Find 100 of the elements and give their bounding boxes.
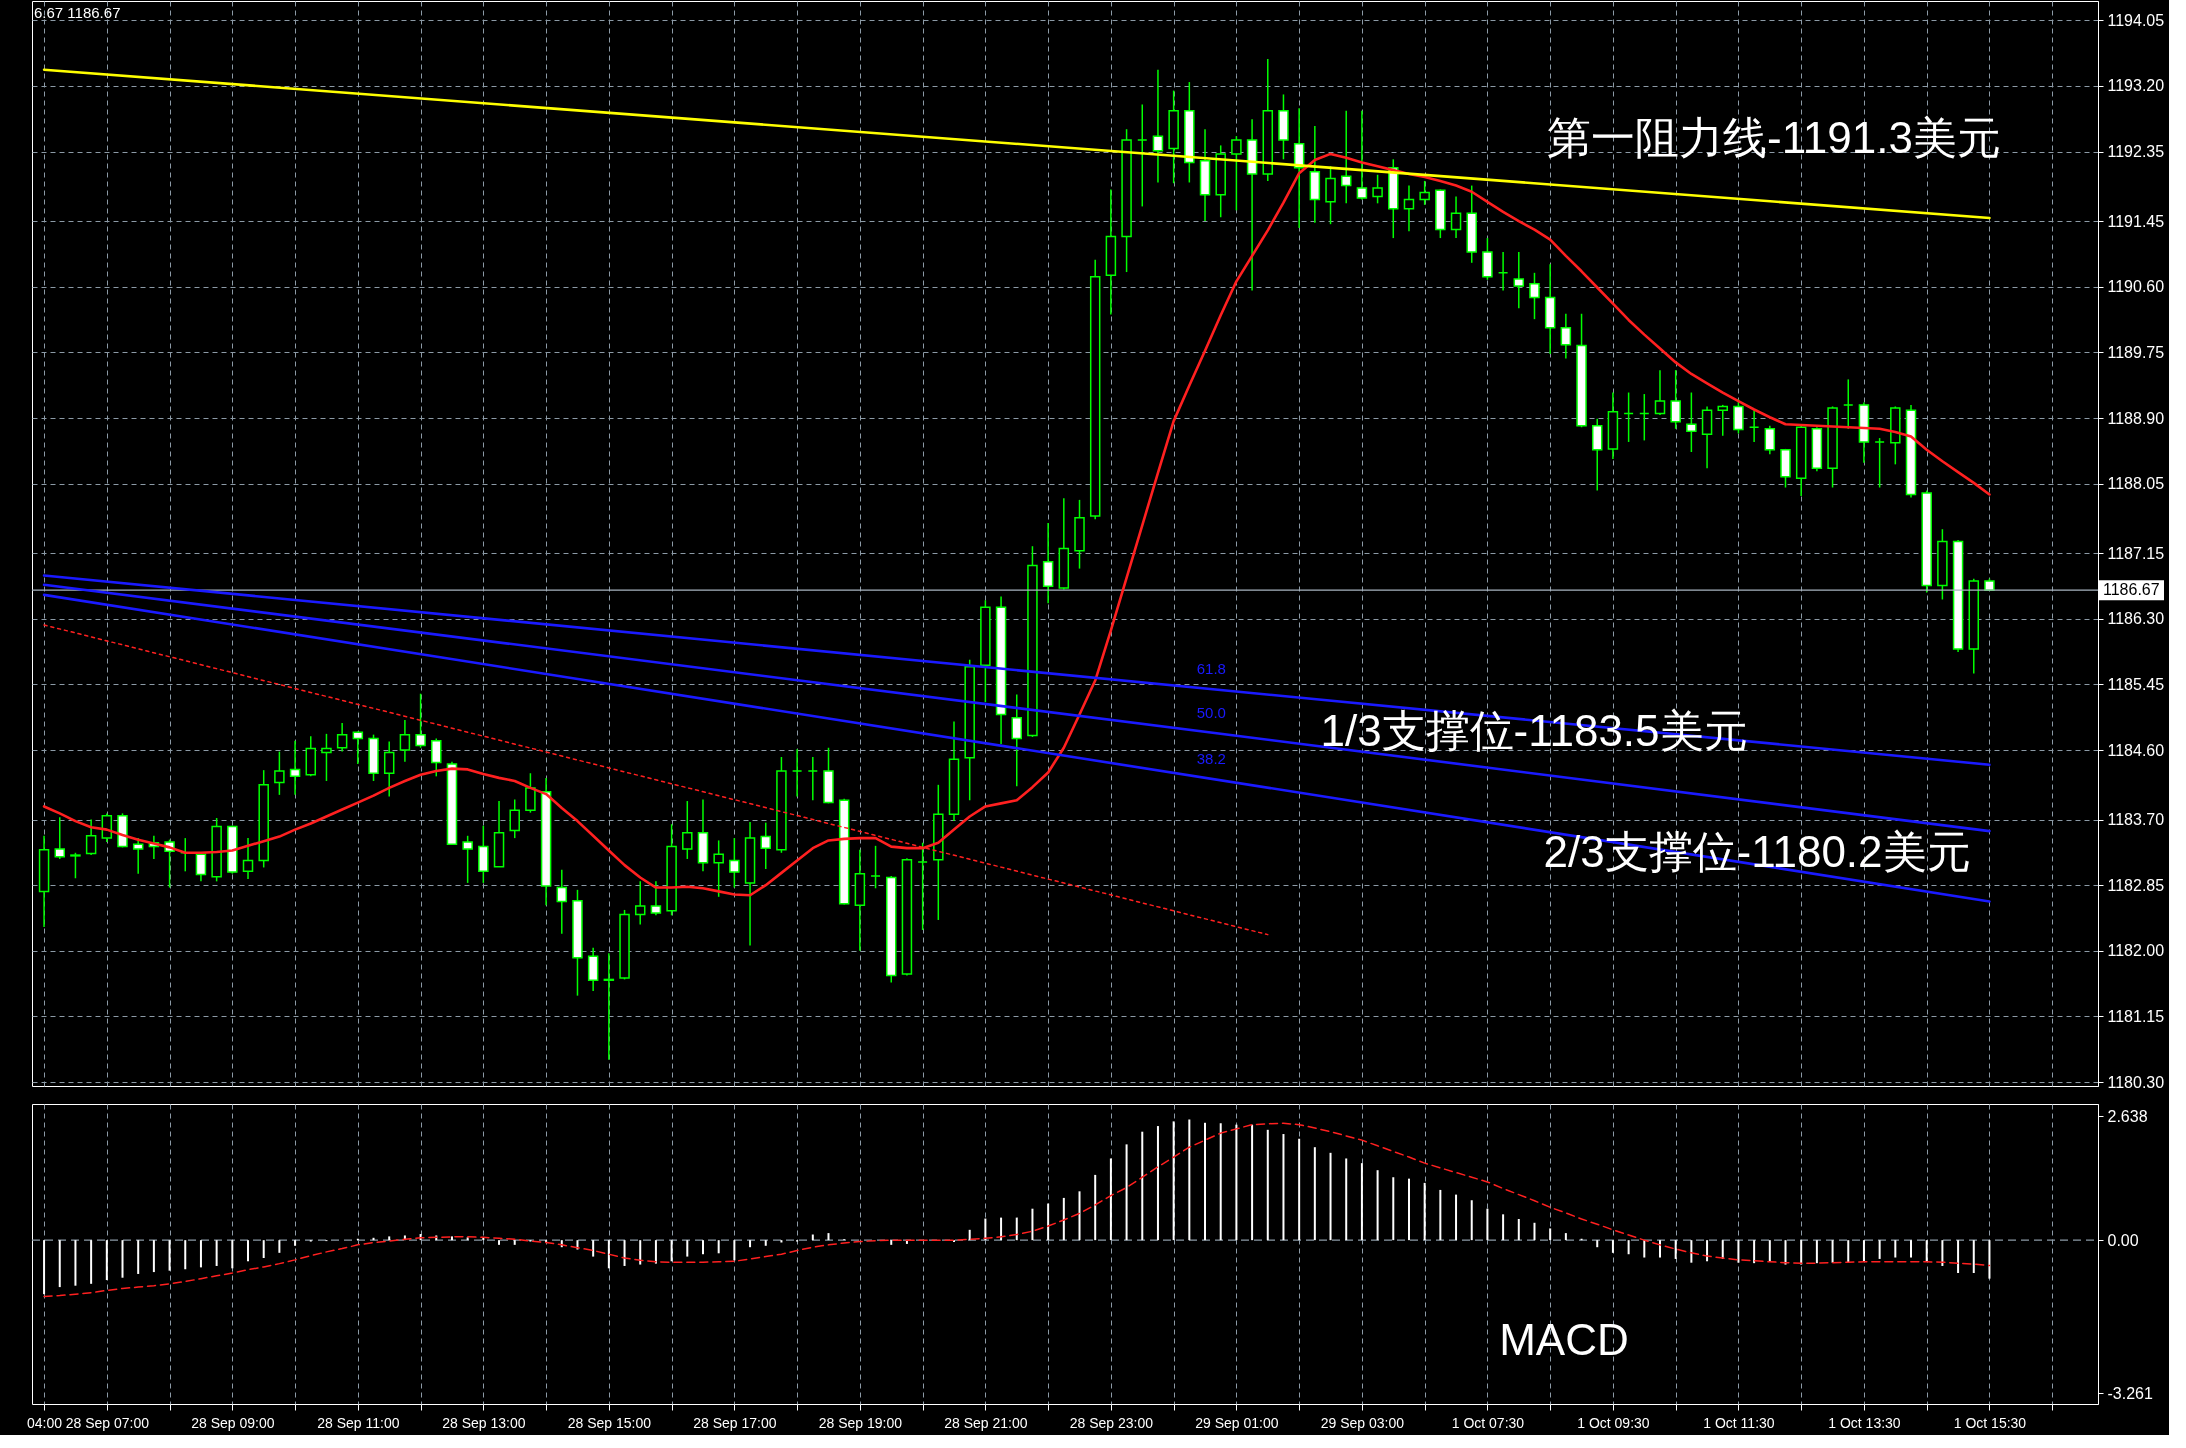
bar xyxy=(1831,1240,1834,1263)
bar xyxy=(1251,1124,1254,1241)
y-tick-label: 1188.05 xyxy=(2107,475,2165,493)
bar xyxy=(1533,1222,1536,1241)
bar xyxy=(231,1240,234,1269)
x-tick-label: 28 Sep 21:00 xyxy=(944,1414,1028,1431)
candlestick xyxy=(85,818,97,856)
bar xyxy=(623,1240,626,1266)
y-tick-label: 1189.75 xyxy=(2107,343,2165,361)
y-tick-label: 1192.35 xyxy=(2107,143,2165,161)
annotation: 第一阻力线-1191.3美元 xyxy=(1547,113,2001,162)
candlestick xyxy=(1231,135,1242,212)
x-tick-label: 1 Oct 11:30 xyxy=(1703,1414,1775,1431)
bar xyxy=(1455,1194,1458,1241)
bar xyxy=(74,1240,77,1286)
bar xyxy=(1862,1240,1865,1262)
candlestick xyxy=(289,740,301,796)
bar xyxy=(1266,1129,1269,1241)
bar xyxy=(1972,1240,1975,1274)
candlestick xyxy=(713,839,724,898)
bar xyxy=(1815,1240,1818,1264)
candlestick xyxy=(1733,398,1744,435)
bar xyxy=(1627,1240,1630,1255)
bar xyxy=(1235,1124,1238,1241)
bar xyxy=(1674,1240,1677,1259)
bar xyxy=(121,1240,124,1278)
bar xyxy=(733,1240,736,1261)
bar xyxy=(1517,1219,1520,1241)
candlestick xyxy=(462,835,473,884)
y-tick-label: 1183.70 xyxy=(2107,811,2165,829)
candlestick xyxy=(556,869,568,935)
bar xyxy=(1690,1240,1693,1263)
candlestick xyxy=(1670,369,1681,430)
candlestick xyxy=(399,719,411,763)
bar xyxy=(1737,1240,1740,1263)
x-tick-label: 1 Oct 09:30 xyxy=(1577,1414,1650,1431)
y-tick-label: 1193.20 xyxy=(2107,77,2165,95)
bar xyxy=(215,1240,218,1266)
candlestick xyxy=(1701,405,1713,469)
bar xyxy=(450,1236,453,1241)
candlestick xyxy=(415,692,426,749)
candlestick xyxy=(383,740,395,798)
bar xyxy=(1878,1240,1881,1259)
bar xyxy=(1470,1200,1473,1241)
bar xyxy=(1125,1144,1128,1241)
candlestick xyxy=(431,737,442,778)
x-tick-label: 1 Oct 13:30 xyxy=(1828,1414,1901,1431)
bar xyxy=(294,1240,297,1246)
candlestick xyxy=(70,852,81,880)
y-tick-label: 1194.05 xyxy=(2107,11,2165,29)
bar xyxy=(1360,1163,1363,1241)
bar xyxy=(811,1234,814,1241)
bar xyxy=(1910,1240,1913,1258)
y-tick-label: 1188.90 xyxy=(2107,409,2165,427)
candlestick xyxy=(1340,109,1352,205)
y-tick-label: 1191.45 xyxy=(2107,212,2165,230)
bar xyxy=(764,1240,767,1246)
candlestick xyxy=(587,947,599,992)
x-tick-label: 29 Sep 03:00 xyxy=(1320,1414,1405,1431)
bar xyxy=(278,1240,281,1253)
series-label: 61.8 xyxy=(1196,660,1226,678)
series-label: 38.2 xyxy=(1196,749,1226,767)
bar xyxy=(247,1240,250,1262)
bar xyxy=(1204,1122,1207,1241)
candlestick xyxy=(1717,404,1728,437)
bar xyxy=(1988,1240,1991,1279)
bar xyxy=(1800,1240,1803,1265)
bar xyxy=(152,1240,155,1273)
y-tick-label: 2.638 xyxy=(2107,1107,2148,1125)
candlestick xyxy=(1356,109,1368,201)
bar xyxy=(1376,1170,1379,1241)
candlestick xyxy=(54,816,65,860)
candlestick xyxy=(274,750,285,796)
candlestick xyxy=(1654,369,1666,416)
bar xyxy=(654,1240,657,1264)
bar xyxy=(137,1240,140,1274)
bar xyxy=(1941,1240,1944,1266)
candlestick xyxy=(729,837,740,889)
bar xyxy=(1141,1131,1144,1241)
ref-line-label: 1186.67 xyxy=(2103,581,2160,599)
bar xyxy=(1172,1121,1175,1241)
bar xyxy=(717,1240,720,1254)
bar xyxy=(105,1240,108,1281)
bar xyxy=(1407,1178,1410,1241)
candlestick xyxy=(242,837,254,880)
bar xyxy=(1925,1240,1928,1262)
bar xyxy=(1078,1191,1081,1241)
bar xyxy=(1643,1240,1646,1258)
bar xyxy=(388,1236,391,1241)
candlestick xyxy=(1529,272,1540,320)
candlestick xyxy=(1419,180,1430,206)
x-tick-label: 1 Oct 15:30 xyxy=(1953,1414,2027,1431)
bar xyxy=(513,1240,516,1245)
bar xyxy=(168,1240,171,1271)
bar xyxy=(1062,1197,1065,1241)
bar xyxy=(1486,1208,1489,1241)
bar xyxy=(670,1240,673,1262)
candlestick xyxy=(1764,424,1776,456)
bar xyxy=(1658,1240,1661,1258)
y-tick-label: 1190.60 xyxy=(2107,278,2165,296)
